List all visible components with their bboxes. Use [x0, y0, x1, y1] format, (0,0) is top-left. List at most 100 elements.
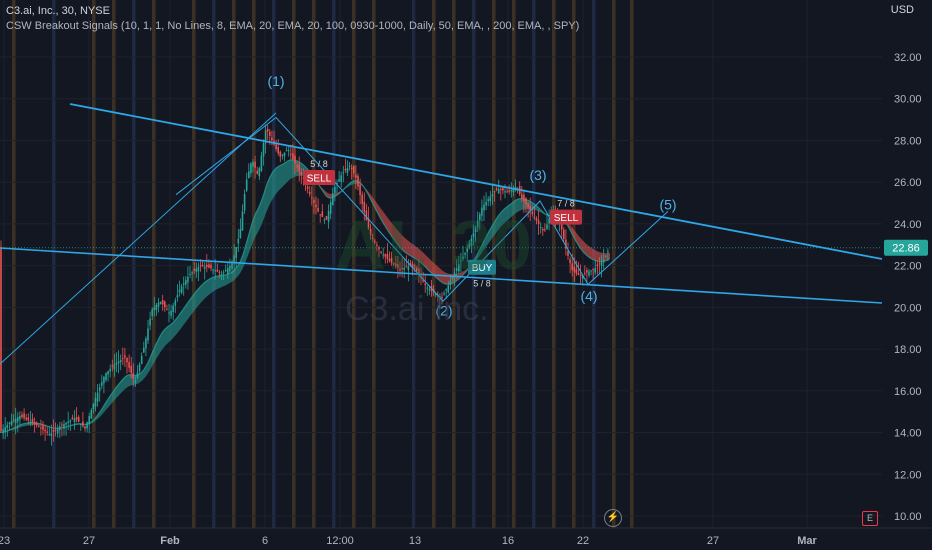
candle-body [199, 265, 202, 267]
candle-body [308, 191, 311, 194]
time-tick-label: 13 [409, 535, 421, 547]
candle-body [119, 360, 122, 363]
session-band [292, 0, 296, 528]
candle-body [350, 167, 353, 170]
candle-body [382, 254, 384, 256]
time-tick-label: 27 [707, 535, 719, 547]
candle-body [497, 188, 500, 194]
candle-body [14, 418, 17, 424]
candle-body [279, 151, 282, 157]
candle-body [569, 259, 571, 264]
candle-body [590, 270, 592, 272]
indicator-legend[interactable]: CSW Breakout Signals (10, 1, 1, No Lines… [6, 20, 580, 32]
watermark-name: C3.ai Inc. [345, 290, 489, 328]
candle-body [334, 186, 336, 193]
drawing-lines [0, 103, 883, 365]
candle-body [275, 144, 277, 150]
candle-body [413, 264, 416, 270]
candle-body [596, 264, 599, 267]
candle-body [92, 403, 95, 410]
candle-body [241, 211, 244, 231]
candle-body [458, 264, 460, 272]
candle-body [42, 424, 44, 430]
candle-body [168, 312, 170, 314]
candle-body [38, 425, 40, 427]
candle-body [174, 300, 177, 306]
candle-body [418, 268, 420, 274]
candle-body [359, 184, 361, 196]
candle-body [388, 258, 391, 261]
candle-body [170, 310, 172, 316]
candle-body [65, 422, 67, 425]
candle-body [462, 256, 464, 260]
candle-body [88, 416, 90, 425]
currency-label[interactable]: USD [890, 4, 914, 16]
candle-body [365, 210, 368, 221]
ema-ribbon [342, 180, 362, 191]
candle-body [527, 203, 529, 208]
candle-body [537, 220, 540, 224]
candle-body [420, 273, 422, 278]
earnings-icon[interactable]: E [862, 511, 878, 526]
candle-body [529, 206, 531, 211]
candle-body [69, 420, 72, 422]
ema-ribbons [0, 159, 611, 434]
candle-body [33, 422, 36, 424]
candle-body [48, 434, 51, 436]
candle-body [250, 163, 252, 174]
price-tick-label: 14.00 [894, 428, 922, 440]
price-tick-label: 16.00 [894, 386, 922, 398]
candle-body [489, 196, 492, 202]
candle-body [216, 269, 219, 272]
candle-body [504, 191, 506, 193]
time-tick-label: 27 [83, 535, 95, 547]
candle-body [441, 296, 443, 298]
last-price-tag [884, 239, 928, 256]
candle-body [542, 228, 544, 231]
candle-body [96, 392, 99, 402]
candle-body [254, 161, 256, 168]
candle-body [407, 266, 410, 271]
candle-body [491, 194, 494, 197]
candle-body [376, 244, 378, 246]
candle-body [371, 237, 374, 239]
candle-body [470, 238, 473, 246]
symbol-title[interactable]: C3.ai, Inc., 30, NYSE [6, 5, 110, 17]
candle-body [19, 415, 21, 420]
candle-body [287, 150, 290, 152]
candle-body [239, 228, 242, 239]
candle-body [71, 417, 74, 420]
candle-body [115, 362, 118, 365]
candle-body [355, 174, 357, 178]
candle-body [327, 210, 330, 222]
candle-body [586, 270, 588, 273]
candle-body [229, 265, 231, 272]
session-band [192, 0, 196, 528]
candle-body [294, 155, 296, 164]
lightning-icon[interactable]: ⚡ [604, 509, 622, 527]
candle-body [512, 188, 515, 192]
ema-ribbon [0, 422, 48, 433]
candle-body [271, 137, 273, 141]
candle-body [172, 305, 174, 313]
candle-body [122, 358, 124, 360]
candle-body [353, 165, 355, 174]
candle-body [510, 190, 513, 192]
candle-body [548, 218, 550, 224]
candle-body [27, 417, 30, 421]
candle-body [128, 362, 130, 368]
candle-body [281, 154, 284, 156]
candle-body [206, 264, 208, 268]
candle-body [145, 338, 147, 349]
candle-body [201, 264, 204, 267]
candle-body [313, 200, 315, 203]
candle-body [392, 262, 395, 265]
candle-body [453, 272, 456, 278]
candle-body [575, 269, 578, 274]
candle-body [428, 289, 431, 291]
price-tick-label: 32.00 [894, 52, 922, 64]
candle-body [300, 171, 303, 176]
session-band [372, 0, 376, 528]
candle-body [80, 423, 82, 425]
